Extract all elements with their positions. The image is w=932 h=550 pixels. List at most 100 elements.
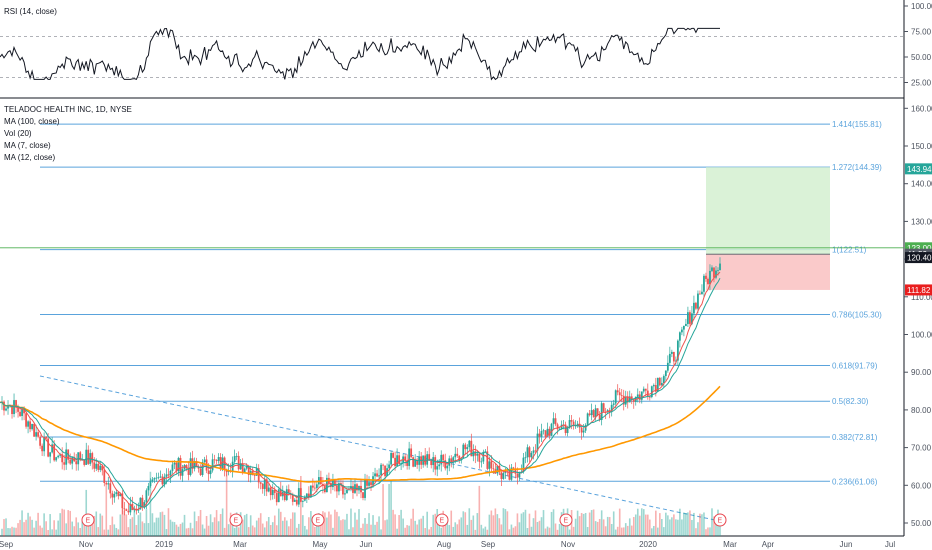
candle-body <box>626 396 629 403</box>
candle-body <box>207 470 210 475</box>
volume-bar <box>496 514 499 536</box>
candle-body <box>654 385 657 392</box>
rsi-pane[interactable]: RSI (14, close) 100.00 75.00 50.00 25.00 <box>0 2 932 88</box>
earnings-marker-label: E <box>564 518 569 525</box>
candle-body <box>442 454 445 461</box>
volume-bar <box>77 522 80 536</box>
candle-body <box>49 452 52 457</box>
volume-bar <box>661 519 663 536</box>
volume-bar <box>644 514 647 536</box>
candle-body <box>670 351 673 354</box>
price-pane[interactable]: 1.414(155.81) 1.272(144.39) 1(122.51) 0.786… <box>0 104 932 536</box>
trend-line[interactable] <box>39 375 721 522</box>
ma-7-line <box>0 271 721 510</box>
time-axis-label: 2020 <box>639 540 657 549</box>
candle-body <box>149 481 152 487</box>
volume-bar <box>576 510 579 536</box>
volume-bar <box>55 529 57 536</box>
volume-bar <box>604 526 607 536</box>
candle-body <box>550 423 553 436</box>
price-tag-bg <box>905 242 932 254</box>
candle-body <box>141 497 144 508</box>
volume-bar <box>456 524 459 536</box>
candle-body <box>546 428 549 437</box>
candle-body <box>293 499 296 502</box>
volume-bar <box>608 517 611 536</box>
candle-body <box>468 440 471 448</box>
volume-bar <box>267 516 270 536</box>
candle-body <box>21 408 23 417</box>
volume-bar <box>203 528 206 536</box>
volume-bar <box>713 516 715 536</box>
time-axis[interactable]: Sep Nov 2019 Mar May Jun Aug Sep Nov 2020 Mar Apr Ju… <box>0 540 895 549</box>
candle-body <box>666 362 669 371</box>
volume-bar <box>249 515 252 536</box>
volume-bar <box>538 520 541 536</box>
candle-body <box>596 408 599 415</box>
volume-bar <box>636 508 639 536</box>
volume-bar <box>35 520 37 536</box>
volume-bar <box>93 516 96 536</box>
candle-body <box>638 394 641 400</box>
volume-bar <box>49 514 51 536</box>
candle-body <box>175 462 178 472</box>
candle-body <box>410 448 413 458</box>
volume-bar <box>646 514 649 536</box>
volume-bar <box>189 522 192 536</box>
candle-body <box>386 468 388 477</box>
volume-bar <box>478 485 481 536</box>
volume-bar <box>59 513 61 536</box>
volume-bar <box>542 510 545 536</box>
candle-body <box>129 503 132 513</box>
candle-body <box>482 451 485 462</box>
candle-body <box>450 458 453 462</box>
volume-bar <box>410 518 412 536</box>
candle-body <box>17 406 19 412</box>
volume-bar <box>667 515 669 536</box>
fib-level-label: 1.272(144.39) <box>832 163 882 172</box>
earnings-marker[interactable] <box>713 513 727 527</box>
volume-bar <box>642 509 645 536</box>
time-axis-label: 2019 <box>155 540 173 549</box>
candle-body <box>27 421 29 427</box>
volume-bar <box>265 521 268 536</box>
volume-bar <box>197 516 200 536</box>
volume-bar <box>356 519 358 536</box>
volume-bar <box>388 483 390 536</box>
volume-bar <box>139 512 142 536</box>
candle-body <box>590 410 593 416</box>
candle-body <box>508 469 511 480</box>
volume-bar <box>386 519 388 536</box>
candle-body <box>486 451 489 469</box>
candle-body <box>177 457 180 472</box>
earnings-marker[interactable] <box>435 513 449 527</box>
earnings-marker[interactable] <box>229 513 243 527</box>
long-position-tool[interactable] <box>0 167 904 290</box>
candle-body <box>105 483 108 485</box>
candle-body <box>99 465 102 470</box>
earnings-marker[interactable] <box>81 513 95 527</box>
earnings-marker[interactable] <box>311 513 325 527</box>
volume-bar <box>418 519 420 536</box>
candle-body <box>85 449 88 465</box>
volume-bar <box>109 525 112 536</box>
volume-bar <box>424 528 426 536</box>
volume-bar <box>480 524 483 536</box>
volume-bar <box>117 529 120 536</box>
candle-body <box>500 472 503 479</box>
candle-body <box>41 445 44 452</box>
candle-body <box>145 490 148 503</box>
volume-bar <box>119 514 122 536</box>
candle-body <box>612 403 615 405</box>
candle-body <box>496 465 499 474</box>
volume-bar <box>574 518 577 536</box>
candle-body <box>109 483 112 494</box>
price-tick-label: 110.00 <box>911 293 932 302</box>
volume-bar <box>245 513 248 536</box>
candle-body <box>332 480 334 488</box>
earnings-marker[interactable] <box>559 513 573 527</box>
fibonacci-extension[interactable]: 1.414(155.81) 1.272(144.39) 1(122.51) 0.786… <box>40 120 882 486</box>
candle-body <box>241 463 244 473</box>
